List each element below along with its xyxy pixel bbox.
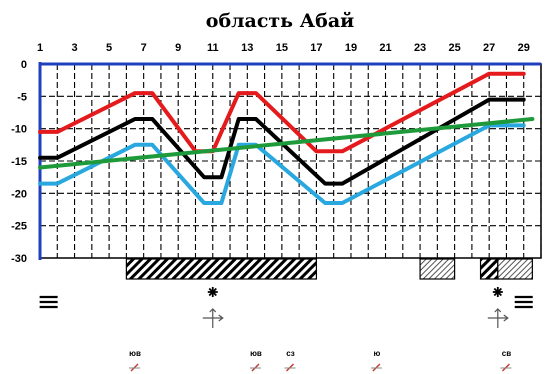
y-tick-label: -5	[17, 91, 27, 103]
precipitation-bars	[125, 258, 533, 280]
wind-label: св	[502, 349, 511, 358]
x-tick-label: 29	[518, 42, 530, 54]
blizzard-stroke	[503, 314, 509, 322]
blizzard-icon	[487, 308, 509, 328]
wind-label: юв	[129, 349, 141, 358]
x-tick-label: 25	[448, 42, 460, 54]
x-tick-label: 1	[37, 42, 43, 54]
blizzard-stroke	[209, 308, 217, 313]
grid	[39, 63, 542, 259]
temperature-lines	[38, 71, 535, 205]
x-tick-label: 13	[241, 42, 253, 54]
wind-arrow-icon	[284, 363, 296, 372]
wind-label: юв	[250, 349, 262, 358]
y-tick-label: -10	[11, 124, 27, 136]
snow-stroke	[208, 287, 217, 297]
x-tick-label: 15	[276, 42, 288, 54]
precipitation-bar	[125, 258, 318, 280]
wind-label: сз	[286, 349, 294, 358]
snow-icon	[492, 287, 503, 297]
y-tick-label: -20	[11, 188, 27, 200]
x-tick-label: 3	[71, 42, 77, 54]
x-tick-label: 27	[483, 42, 495, 54]
snow-stroke	[493, 287, 502, 297]
x-tick-label: 21	[379, 42, 391, 54]
wind-arrow-icon	[370, 363, 382, 372]
x-tick-label: 9	[175, 42, 181, 54]
precipitation-bar	[479, 258, 499, 280]
weather-symbols	[39, 287, 533, 328]
wind-directions: юв юв сз ю св	[129, 349, 512, 372]
x-tick-label: 7	[141, 42, 147, 54]
x-tick-label: 17	[310, 42, 322, 54]
y-tick-label: -15	[11, 156, 27, 168]
wind-arrow-icon	[500, 363, 512, 372]
y-tick-label: -30	[11, 253, 27, 265]
y-tick-label: -25	[11, 221, 27, 233]
x-tick-label: 5	[106, 42, 112, 54]
snow-icon	[207, 287, 218, 297]
chart-title: область Абай	[206, 10, 354, 32]
blizzard-icon	[202, 308, 224, 328]
x-tick-label: 23	[414, 42, 426, 54]
precipitation-bar	[419, 258, 456, 280]
fog-icon	[514, 295, 533, 309]
precipitation-bar	[497, 258, 533, 280]
fog-icon	[39, 295, 58, 309]
series-line	[38, 71, 526, 154]
wind-arrow-icon	[249, 363, 261, 372]
series-line	[38, 117, 535, 170]
wind-label: ю	[373, 349, 380, 358]
blizzard-stroke	[218, 314, 224, 322]
x-tick-label: 11	[207, 42, 219, 54]
wind-arrow-icon	[129, 363, 141, 372]
y-tick-label: 0	[21, 59, 27, 71]
axes: 1 3 5 7 9 11 13 15 17 19 21 23 25 27 290-5-10-15-20-25…	[11, 42, 541, 265]
blizzard-stroke	[494, 308, 502, 313]
series-line	[38, 123, 526, 205]
x-tick-label: 19	[345, 42, 357, 54]
